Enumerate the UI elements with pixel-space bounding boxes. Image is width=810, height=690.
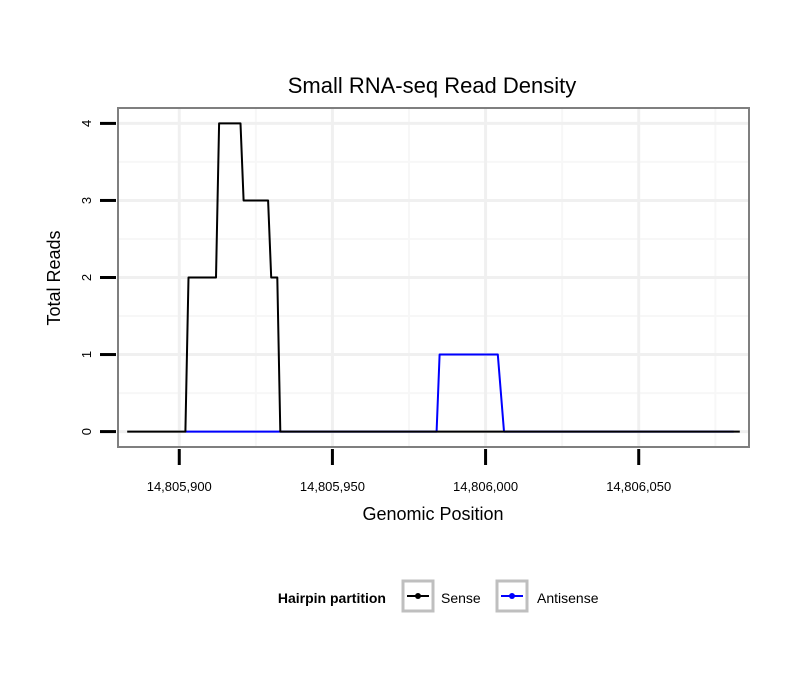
legend-key-sense-point — [415, 593, 421, 599]
plot-border — [117, 107, 750, 448]
legend-label-antisense: Antisense — [537, 590, 599, 606]
y-tick-label: 2 — [79, 274, 94, 281]
y-tick-label: 4 — [79, 120, 94, 127]
x-tick-label: 14,805,950 — [300, 479, 365, 494]
y-axis: 0 1 2 3 4 — [79, 120, 116, 435]
series-layer — [127, 122, 740, 433]
y-tick-label: 0 — [79, 428, 94, 435]
legend: Hairpin partition Sense Antisense — [278, 579, 599, 613]
x-axis: 14,805,900 14,805,950 14,806,000 14,806,050 — [147, 449, 671, 494]
x-tick-label: 14,806,050 — [606, 479, 671, 494]
y-tick-label: 3 — [79, 197, 94, 204]
legend-title: Hairpin partition — [278, 590, 386, 606]
chart-title: Small RNA-seq Read Density — [288, 73, 577, 98]
series-line-sense — [127, 122, 740, 433]
grid — [118, 108, 749, 447]
x-tick-label: 14,805,900 — [147, 479, 212, 494]
legend-label-sense: Sense — [441, 590, 481, 606]
y-axis-title: Total Reads — [44, 230, 64, 325]
legend-key-antisense-point — [509, 593, 515, 599]
y-tick-label: 1 — [79, 351, 94, 358]
x-tick-label: 14,806,000 — [453, 479, 518, 494]
x-axis-title: Genomic Position — [362, 504, 503, 524]
